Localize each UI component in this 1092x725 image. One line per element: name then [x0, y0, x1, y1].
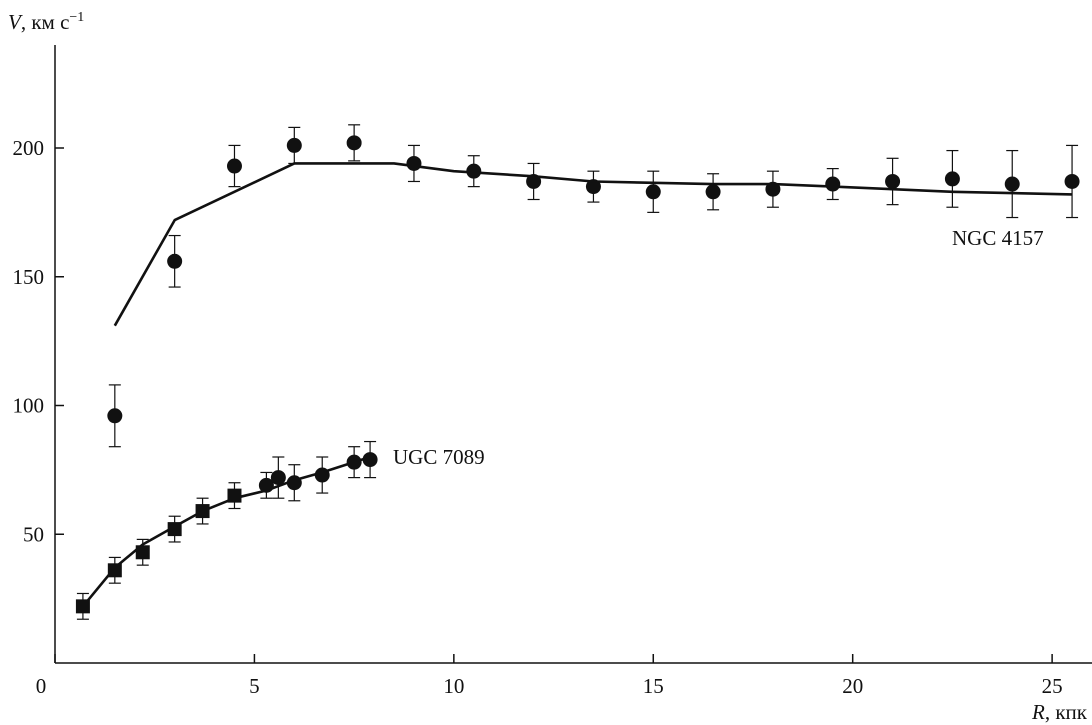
data-point-square	[135, 545, 150, 560]
data-point-circle	[705, 184, 721, 200]
data-point-circle	[286, 475, 302, 491]
data-point-circle	[885, 173, 901, 189]
data-point-square	[167, 522, 182, 537]
y-tick-label: 150	[13, 265, 45, 289]
data-point-circle	[944, 171, 960, 187]
x-tick-label: 25	[1042, 674, 1063, 698]
y-tick-label: 200	[13, 136, 45, 160]
data-point-circle	[167, 253, 183, 269]
data-point-circle	[258, 477, 274, 493]
series-label-ugc7089: UGC 7089	[393, 445, 485, 469]
x-tick-label: 0	[36, 674, 47, 698]
data-point-circle	[1004, 176, 1020, 192]
y-axis-title: V, км с−1	[8, 10, 84, 34]
x-tick-label: 10	[443, 674, 464, 698]
data-point-circle	[406, 155, 422, 171]
axes	[54, 45, 1092, 664]
y-axis-var: V	[8, 10, 23, 34]
x-axis-title: R, кпк	[1031, 700, 1088, 724]
data-point-circle	[526, 173, 542, 189]
y-axis-unit: , км с	[21, 10, 70, 34]
ticks: 0 5 10 15 20 25 50 100 150 200	[13, 136, 1063, 698]
data-point-circle	[314, 467, 330, 483]
data-point-circle	[346, 135, 362, 151]
y-tick-label: 100	[13, 394, 45, 418]
model-curves	[81, 162, 1073, 608]
data-point-circle	[645, 184, 661, 200]
x-axis-unit: , кпк	[1045, 700, 1088, 724]
data-point-square	[75, 599, 90, 614]
data-point-square	[107, 563, 122, 578]
data-point-circle	[466, 163, 482, 179]
data-point-circle	[765, 181, 781, 197]
data-point-circle	[585, 179, 601, 195]
data-point-circle	[1064, 173, 1080, 189]
series-label-ngc4157: NGC 4157	[952, 226, 1044, 250]
data-point-circle	[362, 452, 378, 468]
x-tick-label: 20	[842, 674, 863, 698]
data-point-circle	[825, 176, 841, 192]
data-point-circle	[286, 137, 302, 153]
data-points	[75, 124, 1080, 620]
y-axis-unit-exponent: −1	[69, 10, 84, 25]
data-point-circle	[226, 158, 242, 174]
data-point-circle	[270, 470, 286, 486]
y-tick-label: 50	[23, 522, 44, 546]
x-tick-label: 15	[643, 674, 664, 698]
data-point-square	[227, 488, 242, 503]
data-point-square	[195, 504, 210, 519]
data-point-circle	[107, 408, 123, 424]
x-axis-var: R	[1031, 700, 1045, 724]
data-point-circle	[346, 454, 362, 470]
x-tick-label: 5	[249, 674, 260, 698]
